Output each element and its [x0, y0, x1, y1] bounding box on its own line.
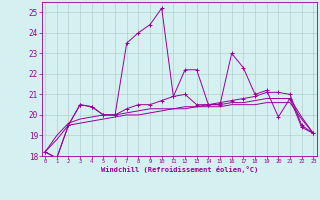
X-axis label: Windchill (Refroidissement éolien,°C): Windchill (Refroidissement éolien,°C): [100, 166, 258, 173]
